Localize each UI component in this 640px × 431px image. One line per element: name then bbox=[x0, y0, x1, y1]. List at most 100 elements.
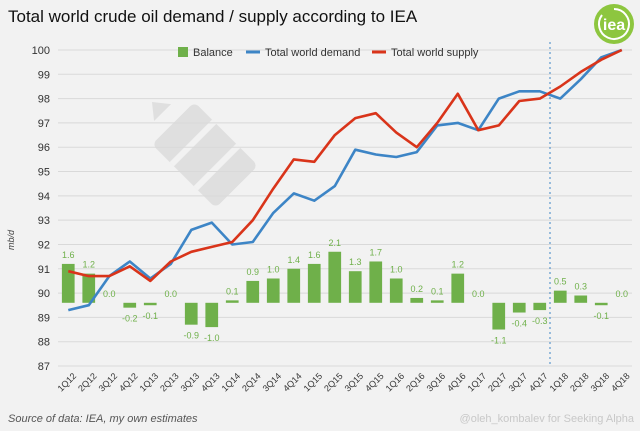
x-tick-label: 3Q12 bbox=[97, 371, 120, 394]
y-tick-label: 92 bbox=[38, 239, 50, 251]
chart-title: Total world crude oil demand / supply ac… bbox=[8, 7, 418, 26]
balance-bar bbox=[307, 263, 321, 303]
legend-balance-swatch bbox=[178, 47, 188, 57]
y-tick-label: 93 bbox=[38, 215, 50, 227]
balance-bar bbox=[512, 302, 526, 313]
balance-bar bbox=[574, 295, 588, 303]
balance-value-label: 1.6 bbox=[308, 250, 321, 260]
balance-bar bbox=[348, 271, 362, 303]
balance-bar bbox=[266, 278, 280, 303]
series-lines bbox=[67, 48, 623, 312]
x-tick-label: 3Q15 bbox=[343, 371, 366, 394]
supply-line bbox=[67, 48, 623, 283]
balance-value-label: -1.0 bbox=[204, 333, 220, 343]
balance-bar bbox=[389, 278, 403, 303]
y-tick-label: 97 bbox=[38, 118, 50, 130]
balance-value-label: 1.2 bbox=[82, 260, 95, 270]
x-tick-label: 2Q14 bbox=[240, 371, 263, 394]
y-tick-label: 89 bbox=[38, 312, 50, 324]
balance-value-label: 0.0 bbox=[615, 289, 628, 299]
balance-value-label: 0.0 bbox=[164, 289, 177, 299]
y-tick-label: 95 bbox=[38, 167, 50, 179]
x-tick-label: 1Q18 bbox=[548, 371, 571, 394]
balance-bar bbox=[61, 263, 75, 303]
x-axis: 1Q122Q123Q124Q121Q132Q133Q134Q131Q142Q14… bbox=[56, 371, 632, 394]
balance-value-label: 0.1 bbox=[431, 286, 444, 296]
balance-bar bbox=[430, 300, 444, 303]
balance-bar bbox=[553, 290, 567, 303]
balance-bar bbox=[225, 300, 239, 303]
balance-value-label: 1.0 bbox=[267, 264, 280, 274]
balance-value-label: 2.1 bbox=[328, 238, 341, 248]
balance-bar bbox=[328, 251, 342, 303]
y-tick-label: 99 bbox=[38, 69, 50, 81]
balance-bar bbox=[533, 302, 547, 311]
balance-bars bbox=[61, 251, 608, 330]
y-axis: 87 88 89 90 91 92 93 94 95 96 97 98 99 100 bbox=[32, 45, 50, 373]
balance-bar bbox=[123, 302, 137, 308]
x-tick-label: 4Q16 bbox=[445, 371, 468, 394]
x-tick-label: 2Q12 bbox=[76, 371, 99, 394]
balance-value-label: 0.5 bbox=[554, 277, 567, 287]
x-tick-label: 3Q13 bbox=[179, 371, 202, 394]
balance-bar bbox=[184, 302, 198, 325]
legend: Balance Total world demand Total world sup… bbox=[178, 47, 479, 59]
balance-value-label: 1.3 bbox=[349, 257, 362, 267]
balance-bar bbox=[451, 273, 465, 303]
source-note: Source of data: IEA, my own estimates bbox=[8, 413, 198, 425]
balance-bar bbox=[369, 261, 383, 303]
legend-label: Total world demand bbox=[265, 47, 360, 59]
balance-value-label: 0.0 bbox=[472, 289, 485, 299]
balance-value-label: 0.1 bbox=[226, 286, 239, 296]
iea-logo-icon: iea bbox=[594, 4, 634, 44]
balance-bar bbox=[205, 302, 219, 328]
x-tick-label: 1Q15 bbox=[302, 371, 325, 394]
balance-value-label: -0.1 bbox=[142, 311, 158, 321]
balance-value-label: 1.7 bbox=[369, 247, 382, 257]
x-tick-label: 2Q18 bbox=[568, 371, 591, 394]
balance-bar bbox=[410, 297, 424, 303]
x-tick-label: 1Q17 bbox=[466, 371, 489, 394]
balance-value-label: 0.0 bbox=[103, 289, 116, 299]
x-tick-label: 4Q12 bbox=[117, 371, 140, 394]
barrel-watermark-icon bbox=[151, 101, 256, 206]
balance-value-label: 1.2 bbox=[451, 260, 464, 270]
x-tick-label: 1Q16 bbox=[384, 371, 407, 394]
demand-line bbox=[67, 48, 623, 312]
balance-bar bbox=[143, 302, 157, 306]
balance-value-label: 1.0 bbox=[390, 264, 403, 274]
x-tick-label: 2Q17 bbox=[486, 371, 509, 394]
y-tick-label: 90 bbox=[38, 288, 50, 300]
x-tick-label: 4Q14 bbox=[281, 371, 304, 394]
x-tick-label: 3Q14 bbox=[261, 371, 284, 394]
balance-bar bbox=[287, 268, 301, 303]
y-tick-label: 96 bbox=[38, 142, 50, 154]
x-tick-label: 2Q16 bbox=[404, 371, 427, 394]
x-tick-label: 2Q13 bbox=[158, 371, 181, 394]
x-tick-label: 1Q14 bbox=[220, 371, 243, 394]
balance-value-label: 1.6 bbox=[62, 250, 75, 260]
y-tick-label: 91 bbox=[38, 264, 50, 276]
y-tick-label: 88 bbox=[38, 337, 50, 349]
balance-value-label: -1.1 bbox=[491, 336, 507, 346]
logo-text: iea bbox=[603, 17, 625, 34]
x-tick-label: 1Q12 bbox=[56, 371, 79, 394]
legend-label: Total world supply bbox=[391, 47, 479, 59]
balance-value-label: 0.3 bbox=[574, 282, 587, 292]
balance-bar bbox=[82, 273, 96, 303]
balance-value-label: -0.3 bbox=[532, 316, 548, 326]
y-axis-label: mb/d bbox=[6, 229, 16, 250]
balance-bar bbox=[246, 280, 260, 303]
x-tick-label: 3Q17 bbox=[507, 371, 530, 394]
x-tick-label: 4Q17 bbox=[527, 371, 550, 394]
x-tick-label: 1Q13 bbox=[138, 371, 161, 394]
legend-label: Balance bbox=[193, 47, 233, 59]
balance-bar bbox=[594, 302, 608, 306]
balance-value-label: -0.4 bbox=[511, 319, 527, 329]
balance-bar bbox=[492, 302, 506, 330]
balance-labels: 1.6 1.2 0.0 -0.2 -0.1 0.0 -0.9 -1.0 0.1 0.9 1.0 1.4… bbox=[62, 238, 628, 346]
y-tick-label: 94 bbox=[38, 191, 50, 203]
x-tick-label: 2Q15 bbox=[322, 371, 345, 394]
